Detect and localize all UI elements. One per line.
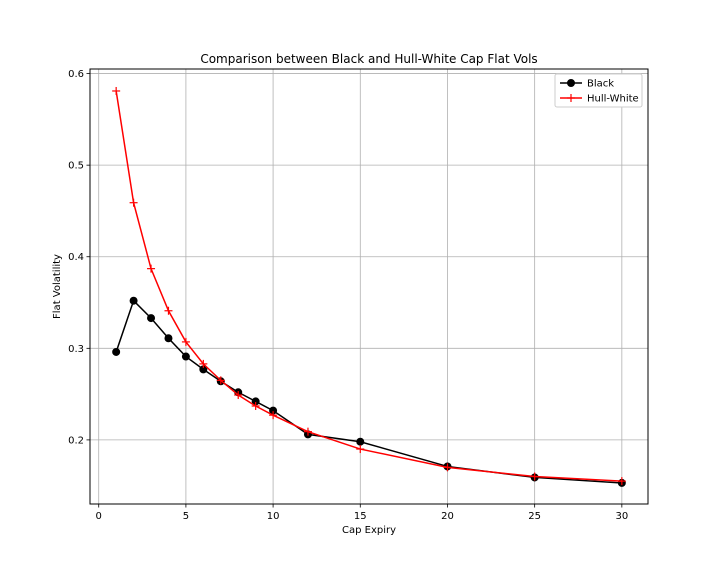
data-point-hull-white [199,359,208,368]
grid-lines [90,69,648,504]
data-point-hull-white [617,477,626,486]
data-point-hull-white [234,391,243,400]
x-tick-label: 10 [267,511,280,522]
series-layer [112,86,626,487]
x-tick-label: 20 [441,511,454,522]
data-point-hull-white [443,463,452,472]
data-point-hull-white [129,198,138,207]
chart-title: Comparison between Black and Hull-White … [200,52,537,66]
data-point-hull-white [356,445,365,454]
y-tick-label: 0.3 [68,344,84,355]
data-point-hull-white [251,402,260,411]
y-axis-label: Flat Volatility [52,254,63,319]
series-line-black [115,299,622,484]
y-tick-label: 0.4 [68,252,84,263]
legend-marker-black [567,79,575,87]
y-tick-label: 0.2 [68,435,84,446]
data-point-hull-white [147,264,156,273]
x-tick-label: 5 [183,511,189,522]
data-point-black [164,334,173,343]
legend-marker-hull-white [567,94,575,102]
legend-label-hull-white: Hull-White [587,94,639,105]
data-point-hull-white [216,376,225,385]
y-tick-label: 0.6 [68,69,84,80]
data-point-black [356,437,365,446]
x-tick-label: 15 [354,511,367,522]
data-point-black [181,352,190,361]
data-point-hull-white [112,86,121,95]
data-point-hull-white [164,306,173,315]
axis-ticks: 0 5 10 15 20 25 30 0.2 0.3 0.4 0.5 0.6 [68,69,628,522]
x-tick-label: 0 [96,511,102,522]
data-point-black [147,314,156,323]
plot-frame [89,68,649,505]
x-tick-label: 30 [615,511,628,522]
data-point-hull-white [269,411,278,420]
data-point-hull-white [181,337,190,346]
legend: Black Hull-White [554,73,643,108]
data-point-black [112,347,121,356]
x-axis-label: Cap Expiry [342,525,396,536]
legend-label-black: Black [587,79,614,90]
data-point-hull-white [303,427,312,436]
data-point-black [129,296,138,305]
series-line-hull-white [115,90,622,482]
x-tick-label: 25 [528,511,541,522]
y-tick-label: 0.5 [68,161,84,172]
data-point-hull-white [530,472,539,481]
